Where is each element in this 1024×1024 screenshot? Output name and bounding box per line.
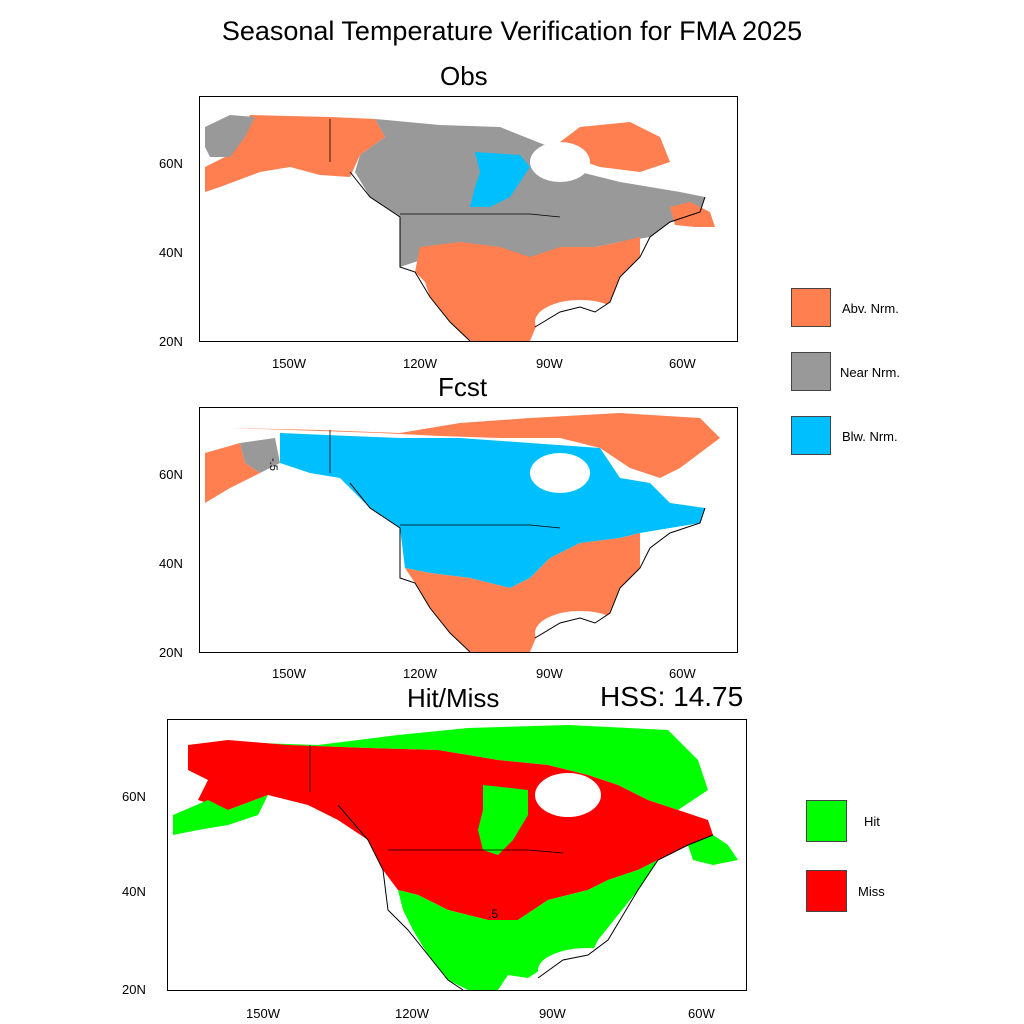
obs-region-near bbox=[355, 119, 705, 277]
hitmiss-lat-20: 20N bbox=[122, 982, 146, 997]
fcst-border-us-canada bbox=[400, 524, 561, 529]
legend-swatch-below bbox=[791, 416, 831, 455]
hitmiss-region-hit-south bbox=[398, 860, 658, 990]
hitmiss-map: .5 bbox=[167, 719, 747, 991]
fcst-lat-20: 20N bbox=[159, 645, 183, 660]
figure-title: Seasonal Temperature Verification for FM… bbox=[221, 16, 803, 46]
legend-swatch-near bbox=[791, 352, 831, 391]
fcst-map: -.5 bbox=[199, 407, 738, 653]
hitmiss-border-us-canada bbox=[388, 849, 564, 854]
hitmiss-lon-120w: 120W bbox=[395, 1006, 429, 1021]
legend-label-below: Blw. Nrm. bbox=[842, 429, 898, 444]
fcst-region-above-south bbox=[405, 533, 640, 652]
hitmiss-lon-150w: 150W bbox=[246, 1006, 280, 1021]
obs-lat-20: 20N bbox=[159, 334, 183, 349]
obs-region-below bbox=[470, 152, 530, 207]
fcst-lon-120w: 120W bbox=[403, 666, 437, 681]
obs-coastline bbox=[349, 171, 706, 341]
obs-border-us-canada bbox=[400, 213, 561, 218]
hss-score: HSS: 14.75 bbox=[600, 681, 744, 712]
fcst-region-near bbox=[240, 438, 280, 473]
fcst-ocean-hudson bbox=[530, 453, 590, 493]
fcst-lat-60: 60N bbox=[159, 467, 183, 482]
legend-label-hit: Hit bbox=[864, 814, 880, 829]
hitmiss-contour-label: .5 bbox=[488, 907, 498, 921]
fcst-lon-150w: 150W bbox=[272, 666, 306, 681]
legend-swatch-above bbox=[791, 288, 831, 327]
fcst-coastline bbox=[349, 482, 706, 652]
obs-lon-120w: 120W bbox=[403, 356, 437, 371]
obs-region-near-alaska bbox=[205, 115, 255, 157]
hitmiss-lat-40: 40N bbox=[122, 884, 146, 899]
obs-panel-title: Obs bbox=[440, 61, 488, 91]
legend-label-miss: Miss bbox=[858, 884, 885, 899]
legend-label-near: Near Nrm. bbox=[840, 365, 900, 380]
hitmiss-region-hit-ne bbox=[688, 835, 738, 865]
obs-region-above-south bbox=[415, 237, 640, 341]
hitmiss-region-hit-center bbox=[478, 785, 528, 855]
fcst-panel-title: Fcst bbox=[438, 372, 488, 402]
fcst-region-below bbox=[280, 433, 705, 588]
hitmiss-ocean-hudson bbox=[535, 773, 601, 817]
fcst-ocean-gulf bbox=[535, 611, 625, 652]
hitmiss-ocean-gulf bbox=[538, 948, 638, 990]
obs-ocean-hudson bbox=[530, 142, 590, 182]
hitmiss-region-hit-west bbox=[173, 795, 268, 835]
fcst-lon-60w: 60W bbox=[669, 666, 696, 681]
hitmiss-region-hit-north bbox=[228, 725, 708, 810]
fcst-region-above-west bbox=[205, 443, 260, 503]
obs-lon-150w: 150W bbox=[272, 356, 306, 371]
obs-map bbox=[199, 96, 738, 342]
legend-swatch-hit bbox=[806, 800, 847, 842]
fcst-lat-40: 40N bbox=[159, 556, 183, 571]
hitmiss-panel-title: Hit/Miss bbox=[407, 683, 500, 713]
obs-lon-60w: 60W bbox=[669, 356, 696, 371]
fcst-contour-label: -.5 bbox=[267, 458, 279, 471]
fcst-lon-90w: 90W bbox=[536, 666, 563, 681]
hitmiss-lon-60w: 60W bbox=[688, 1006, 715, 1021]
legend-swatch-miss bbox=[806, 870, 847, 912]
obs-lat-60: 60N bbox=[159, 156, 183, 171]
fcst-region-above-north bbox=[230, 413, 720, 478]
obs-region-above bbox=[205, 115, 385, 192]
hitmiss-coastline bbox=[337, 804, 714, 990]
obs-ocean-gulf bbox=[535, 300, 625, 341]
obs-lat-40: 40N bbox=[159, 245, 183, 260]
obs-lon-90w: 90W bbox=[536, 356, 563, 371]
hitmiss-lat-60: 60N bbox=[122, 789, 146, 804]
hitmiss-lon-90w: 90W bbox=[539, 1006, 566, 1021]
legend-label-above: Abv. Nrm. bbox=[842, 301, 899, 316]
